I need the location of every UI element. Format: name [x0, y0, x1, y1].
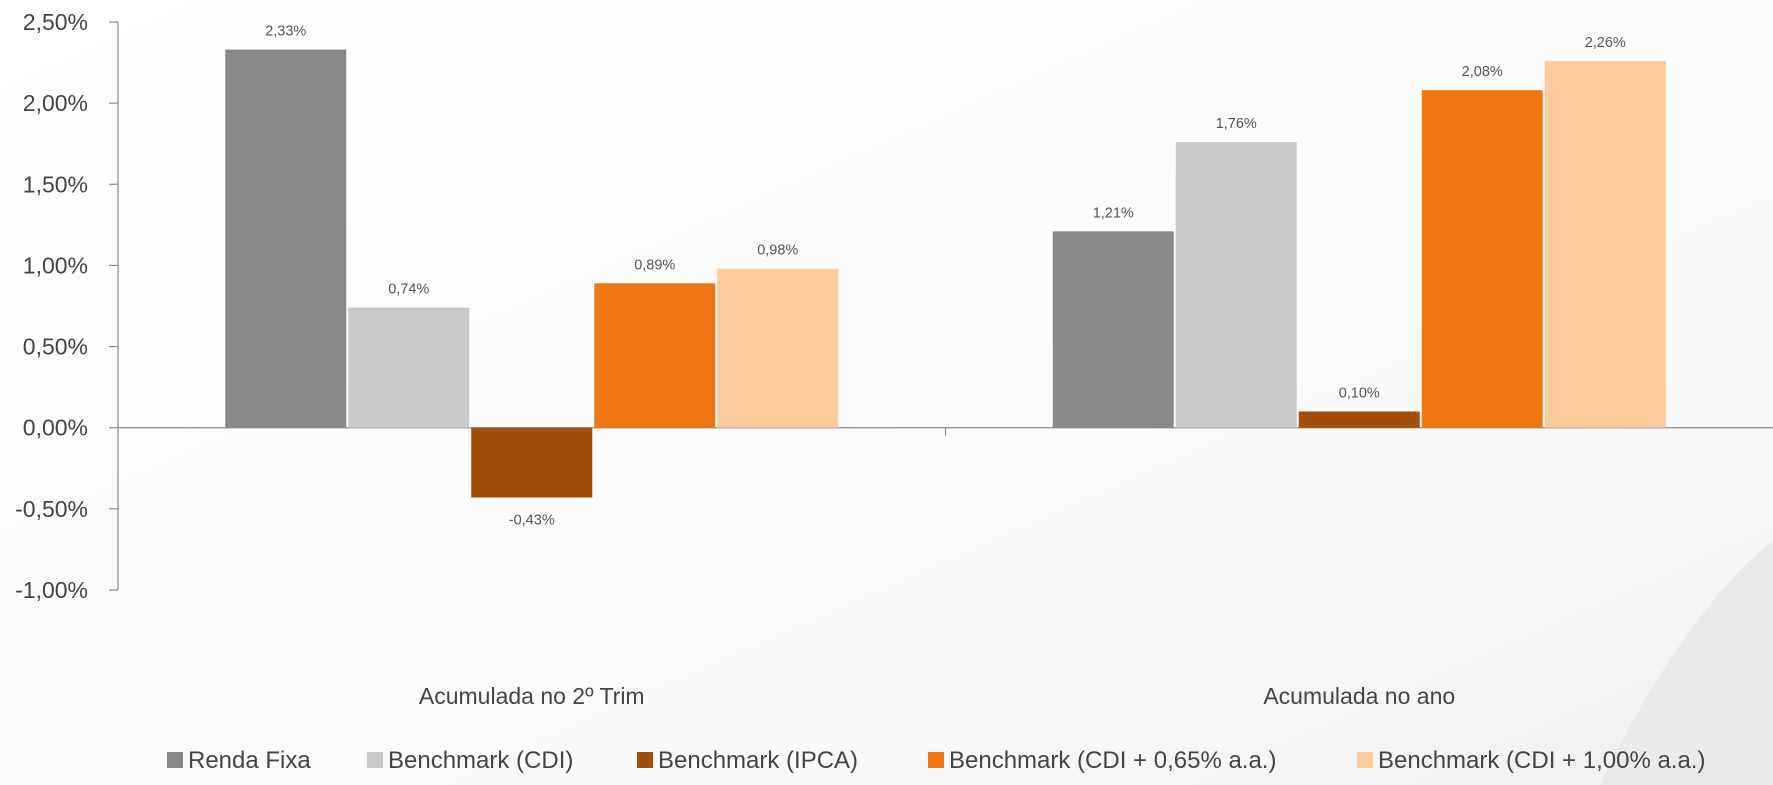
legend-label: Renda Fixa — [188, 747, 311, 774]
y-tick-label: 0,00% — [23, 415, 88, 441]
bar — [1175, 142, 1297, 428]
data-label: 1,76% — [1216, 116, 1257, 132]
data-label: 0,89% — [634, 257, 675, 273]
bar — [1052, 231, 1174, 428]
data-label: 0,98% — [757, 243, 798, 259]
legend-swatch — [928, 752, 944, 768]
data-label: 2,33% — [265, 24, 306, 40]
decorative-swoosh — [1600, 540, 1773, 785]
y-tick-label: 2,50% — [23, 9, 88, 35]
legend-label: Benchmark (CDI) — [388, 747, 573, 774]
bar — [348, 307, 470, 428]
bar — [225, 49, 347, 428]
y-tick-label: 1,00% — [23, 252, 88, 278]
legend-swatch — [167, 752, 183, 768]
x-category-label: Acumulada no ano — [1263, 683, 1455, 709]
bar — [717, 268, 839, 428]
data-label: 2,26% — [1585, 35, 1626, 51]
x-category-label: Acumulada no 2º Trim — [419, 683, 645, 709]
data-label: 0,10% — [1339, 385, 1380, 401]
y-tick-label: 2,00% — [23, 90, 88, 116]
legend-swatch — [367, 752, 383, 768]
legend-label: Benchmark (CDI + 0,65% a.a.) — [949, 747, 1276, 774]
bar — [471, 427, 593, 498]
data-label: 0,74% — [388, 282, 429, 298]
legend-label: Benchmark (CDI + 1,00% a.a.) — [1378, 747, 1705, 774]
bar — [1298, 411, 1420, 428]
bar — [1421, 90, 1543, 428]
y-tick-label: -1,00% — [15, 577, 88, 603]
legend-label: Benchmark (IPCA) — [658, 747, 858, 774]
y-tick-label: 1,50% — [23, 171, 88, 197]
y-tick-label: -0,50% — [15, 496, 88, 522]
legend-swatch — [637, 752, 653, 768]
y-tick-label: 0,50% — [23, 334, 88, 360]
bar — [1544, 60, 1666, 428]
legend-swatch — [1357, 752, 1373, 768]
bar — [594, 283, 716, 428]
data-label: 2,08% — [1462, 64, 1503, 80]
data-label: -0,43% — [509, 512, 555, 528]
data-label: 1,21% — [1093, 205, 1134, 221]
